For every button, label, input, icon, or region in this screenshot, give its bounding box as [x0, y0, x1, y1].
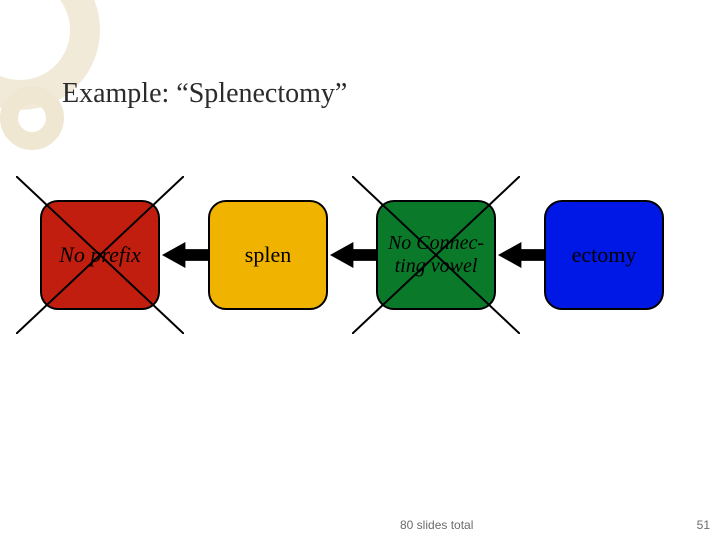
node-no-connecting-vowel: No Connec-ting vowel: [376, 200, 496, 310]
arrow-left-icon: [162, 242, 208, 268]
node-no-prefix: No prefix: [40, 200, 160, 310]
arrow-left-icon: [498, 242, 544, 268]
slide-number: 51: [697, 518, 710, 532]
node-box: No Connec-ting vowel: [376, 200, 496, 310]
slide-title: Example: “Splenectomy”: [62, 78, 347, 110]
node-label: No Connec-ting vowel: [384, 232, 488, 278]
corner-circle-small: [0, 86, 64, 150]
node-label: ectomy: [572, 242, 637, 267]
arrow-left-icon: [330, 242, 376, 268]
node-label: No prefix: [59, 242, 141, 267]
node-box: ectomy: [544, 200, 664, 310]
node-splen: splen: [208, 200, 328, 310]
node-box: No prefix: [40, 200, 160, 310]
slide: Example: “Splenectomy” No prefix splen N…: [0, 0, 720, 540]
node-box: splen: [208, 200, 328, 310]
node-ectomy: ectomy: [544, 200, 664, 310]
slide-count-label: 80 slides total: [400, 518, 473, 532]
node-label: splen: [245, 242, 291, 267]
diagram-row: No prefix splen No Connec-ting vowel ec: [40, 190, 680, 360]
